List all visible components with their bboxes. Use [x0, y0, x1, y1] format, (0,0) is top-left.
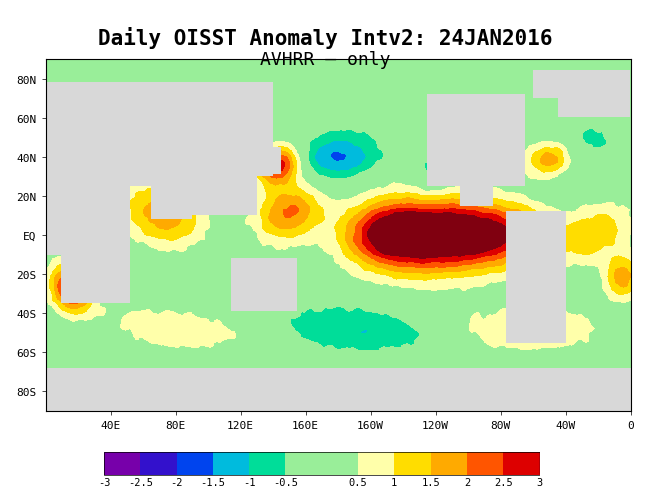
- Bar: [213, 452, 249, 475]
- Bar: [395, 452, 430, 475]
- Text: 1: 1: [391, 477, 397, 487]
- Bar: [285, 452, 358, 475]
- Polygon shape: [86, 452, 104, 475]
- Bar: [249, 452, 285, 475]
- Bar: [104, 452, 140, 475]
- Bar: [140, 452, 177, 475]
- Text: AVHRR – only: AVHRR – only: [260, 51, 390, 69]
- Text: 1.5: 1.5: [421, 477, 440, 487]
- Bar: [503, 452, 540, 475]
- Text: -3: -3: [98, 477, 111, 487]
- Text: -1.5: -1.5: [200, 477, 226, 487]
- Bar: [358, 452, 395, 475]
- Text: -0.5: -0.5: [273, 477, 298, 487]
- Text: -1: -1: [243, 477, 255, 487]
- Polygon shape: [540, 452, 557, 475]
- Bar: [430, 452, 467, 475]
- Bar: [467, 452, 503, 475]
- Text: 2.5: 2.5: [494, 477, 513, 487]
- Text: 3: 3: [536, 477, 543, 487]
- Text: Daily OISST Anomaly Intv2: 24JAN2016: Daily OISST Anomaly Intv2: 24JAN2016: [98, 27, 552, 49]
- Text: 0.5: 0.5: [348, 477, 367, 487]
- Bar: [104, 452, 540, 475]
- Text: -2.5: -2.5: [128, 477, 153, 487]
- Bar: [177, 452, 213, 475]
- Text: 2: 2: [464, 477, 470, 487]
- Text: -2: -2: [170, 477, 183, 487]
